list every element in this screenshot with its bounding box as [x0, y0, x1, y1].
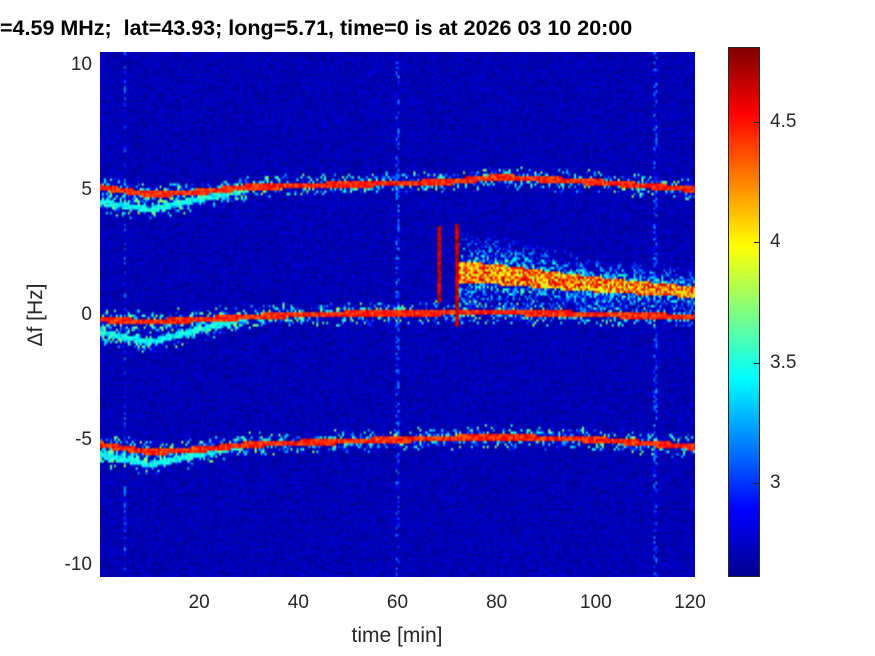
colorbar-tick-label: 3.5 [770, 351, 797, 373]
colorbar-tick-mark [754, 362, 760, 364]
x-tick-label: 60 [386, 592, 409, 613]
colorbar-tick-label: 4.5 [770, 110, 797, 132]
colorbar-tick-mark [754, 121, 760, 123]
x-axis-label: time [min] [351, 624, 443, 647]
colorbar-tick-label: 4 [770, 231, 781, 253]
x-tick-label: 20 [188, 592, 210, 613]
colorbar-tick-mark [754, 483, 760, 485]
y-tick-label: 10 [70, 53, 92, 75]
y-tick-label: 0 [81, 303, 92, 325]
colorbar [728, 47, 760, 577]
colorbar-tick-label: 3 [770, 472, 781, 494]
heatmap-image [100, 52, 695, 577]
x-tick-label: 120 [674, 592, 706, 613]
y-tick-label: -5 [75, 428, 92, 450]
y-tick-label: 5 [81, 178, 92, 200]
chart-title: =4.59 MHz; lat=43.93; long=5.71, time=0 … [0, 16, 633, 40]
plot-area [100, 52, 695, 577]
colorbar-tick-mark [754, 242, 760, 244]
y-tick-label: -10 [64, 553, 92, 575]
x-tick-label: 80 [486, 592, 508, 613]
x-tick-label: 100 [579, 592, 612, 613]
x-tick-label: 40 [287, 592, 309, 613]
